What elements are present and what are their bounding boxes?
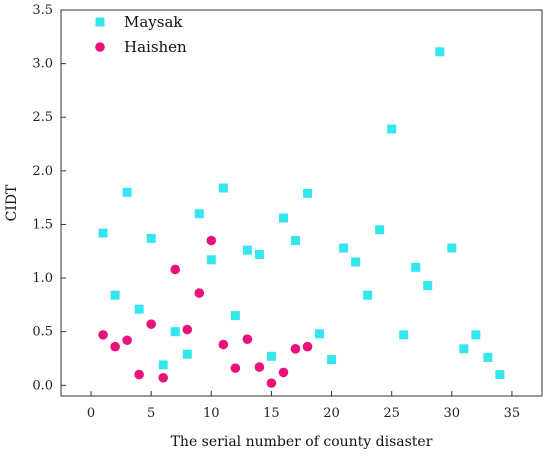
series-haishen	[98, 235, 313, 388]
data-point	[230, 363, 241, 373]
x-tick-label: 0	[87, 406, 95, 421]
data-point	[110, 341, 120, 352]
x-tick-label: 30	[444, 406, 461, 421]
data-point	[387, 124, 397, 134]
legend: Maysak Haishen	[95, 13, 187, 56]
data-point	[194, 288, 205, 298]
data-point	[315, 329, 325, 339]
data-point	[339, 243, 349, 253]
data-point	[194, 209, 204, 219]
x-tick-label: 20	[323, 406, 340, 421]
x-tick-label: 5	[147, 406, 155, 421]
legend-entry: Haishen	[95, 38, 187, 56]
y-axis: 0.0 0.5 1.0 1.5 2.0 2.5 3.0 3.5	[32, 3, 66, 393]
data-point	[170, 264, 181, 275]
series-maysak	[98, 47, 505, 380]
data-point	[230, 311, 240, 321]
x-tick-label: 15	[263, 406, 280, 421]
data-point	[303, 188, 313, 198]
data-point	[459, 344, 469, 354]
data-point	[182, 349, 192, 359]
y-tick-label: 1.0	[32, 271, 53, 286]
data-point	[158, 372, 169, 383]
y-tick-label: 2.5	[32, 110, 53, 125]
data-point	[495, 370, 505, 380]
data-point	[242, 245, 252, 255]
y-tick-label: 3.0	[32, 57, 53, 72]
legend-marker	[95, 42, 105, 52]
x-axis: 0 5 10 15 20 25 30 35	[87, 391, 520, 421]
data-point	[266, 378, 277, 388]
y-axis-title: CIDT	[4, 184, 20, 221]
data-point	[290, 344, 301, 354]
legend-label: Haishen	[124, 38, 187, 56]
data-point	[254, 249, 264, 259]
data-point	[302, 341, 313, 352]
x-tick-label: 10	[203, 406, 220, 421]
data-point	[146, 233, 156, 243]
data-point	[423, 281, 433, 291]
data-point	[218, 339, 229, 350]
legend-label: Maysak	[124, 13, 183, 31]
data-point	[399, 330, 409, 340]
data-point	[483, 352, 493, 362]
data-point	[254, 362, 265, 372]
data-points	[98, 47, 505, 388]
data-point	[218, 183, 228, 193]
data-point	[206, 255, 216, 265]
data-point	[242, 334, 253, 344]
data-point	[182, 324, 193, 335]
data-point	[146, 319, 156, 329]
data-point	[206, 235, 217, 246]
data-point	[158, 360, 168, 370]
data-point	[134, 304, 144, 314]
data-point	[363, 290, 373, 300]
y-tick-label: 0.5	[32, 325, 53, 340]
data-point	[134, 369, 144, 380]
data-point	[170, 327, 180, 337]
data-point	[98, 228, 108, 238]
data-point	[471, 330, 481, 340]
data-point	[122, 187, 132, 197]
data-point	[278, 367, 289, 378]
data-point	[266, 351, 276, 361]
data-point	[375, 225, 385, 235]
data-point	[435, 47, 445, 57]
plot-frame	[60, 9, 543, 397]
data-point	[327, 355, 337, 365]
x-axis-title: The serial number of county disaster	[171, 434, 433, 450]
legend-entry: Maysak	[95, 13, 183, 31]
y-tick-label: 1.5	[32, 217, 53, 232]
y-tick-label: 0.0	[32, 378, 53, 393]
data-point	[98, 330, 108, 340]
y-tick-label: 2.0	[32, 164, 53, 179]
data-point	[447, 243, 457, 253]
data-point	[278, 213, 288, 223]
x-tick-label: 35	[504, 406, 521, 421]
data-point	[110, 290, 120, 300]
legend-marker	[95, 17, 105, 27]
data-point	[122, 335, 132, 346]
x-tick-label: 25	[383, 406, 400, 421]
data-point	[290, 236, 300, 246]
data-point	[411, 262, 421, 272]
y-tick-label: 3.5	[32, 3, 53, 18]
data-point	[351, 257, 361, 267]
